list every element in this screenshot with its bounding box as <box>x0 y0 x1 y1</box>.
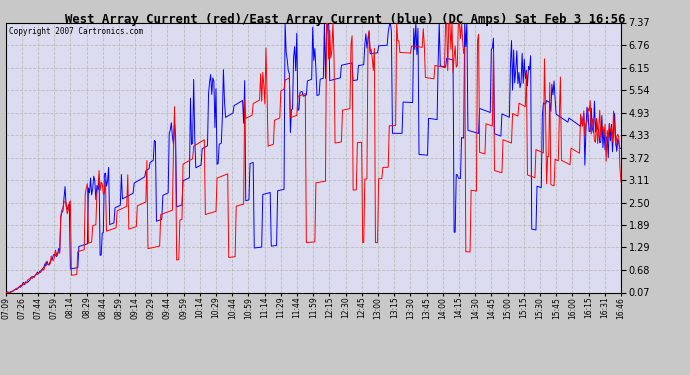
Text: Copyright 2007 Cartronics.com: Copyright 2007 Cartronics.com <box>8 27 143 36</box>
Text: West Array Current (red)/East Array Current (blue) (DC Amps) Sat Feb 3 16:56: West Array Current (red)/East Array Curr… <box>65 13 625 26</box>
